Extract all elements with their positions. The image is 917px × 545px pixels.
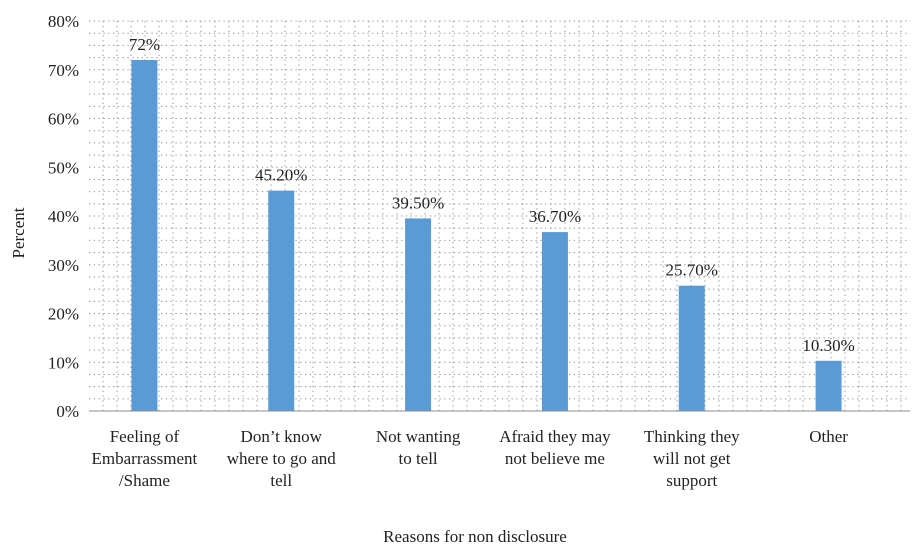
y-tick-label: 0%: [56, 402, 79, 421]
bar: [816, 361, 842, 411]
category-label: Afraid they may not believe me: [499, 427, 611, 468]
bar: [268, 191, 294, 411]
category-label: Thinking they will not get support: [644, 427, 740, 490]
bar: [405, 218, 431, 411]
category-label-line: where to go and: [227, 449, 337, 468]
category-label-line: Other: [809, 427, 848, 446]
y-tick-label: 40%: [48, 207, 79, 226]
data-label: 39.50%: [392, 193, 444, 212]
category-label-line: Thinking they: [644, 427, 740, 446]
data-label: 36.70%: [529, 207, 581, 226]
bars: [131, 60, 841, 411]
y-tick-label: 50%: [48, 158, 79, 177]
category-label-line: /Shame: [119, 471, 170, 490]
x-axis-title: Reasons for non disclosure: [383, 527, 567, 545]
bar: [131, 60, 157, 411]
y-axis-title: Percent: [9, 207, 28, 258]
bar: [679, 286, 705, 411]
category-label-line: not believe me: [505, 449, 605, 468]
y-tick-label: 20%: [48, 305, 79, 324]
y-tick-label: 80%: [48, 12, 79, 31]
category-label: Don’t know where to go and tell: [227, 427, 337, 490]
grid: [89, 21, 910, 411]
y-tick-label: 10%: [48, 353, 79, 372]
category-label-line: to tell: [398, 449, 437, 468]
y-tick-label: 60%: [48, 110, 79, 129]
category-label: Feeling of Embarrassment/Shame: [92, 427, 198, 490]
category-label: Not wanting to tell: [376, 427, 461, 468]
category-label-line: Not wanting: [376, 427, 461, 446]
data-label: 45.20%: [255, 166, 307, 185]
category-label-line: Embarrassment: [92, 449, 198, 468]
category-label-line: Afraid they may: [499, 427, 611, 446]
data-label: 10.30%: [802, 336, 854, 355]
category-label-line: support: [666, 471, 717, 490]
y-tick-label: 30%: [48, 256, 79, 275]
y-tick-label: 70%: [48, 61, 79, 80]
category-label: Other: [809, 427, 848, 446]
data-label: 72%: [129, 35, 160, 54]
category-label-line: Don’t know: [241, 427, 323, 446]
data-label: 25.70%: [666, 261, 718, 280]
category-label-line: tell: [270, 471, 292, 490]
category-label-line: Feeling of: [110, 427, 180, 446]
category-label-line: will not get: [653, 449, 731, 468]
labels: 0% 10% 20% 30% 40% 50% 60% 70% 80% 72% Feeling of E…: [48, 12, 855, 490]
bar: [542, 232, 568, 411]
